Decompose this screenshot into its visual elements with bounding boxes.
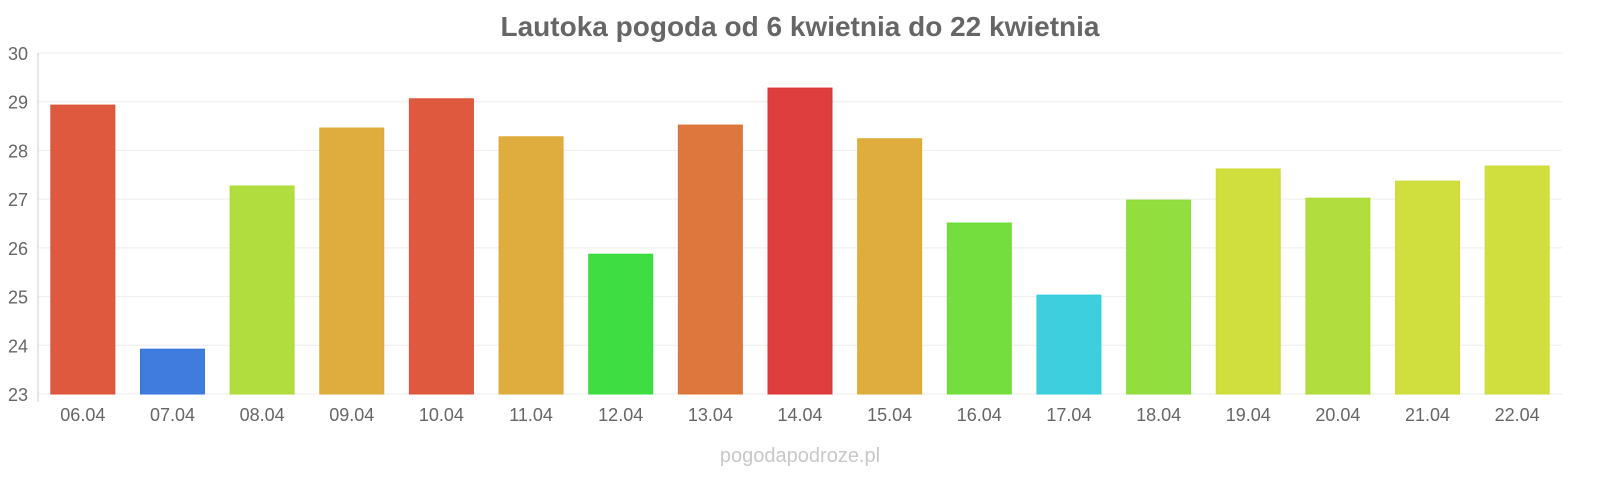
bar: 20.04: 27.02 [1305, 197, 1371, 395]
bar: 06.04: 28.93 [50, 104, 116, 395]
watermark: pogodapodroze.pl [720, 445, 880, 467]
x-tick-label: 18.04 [1136, 405, 1181, 425]
x-tick-label: 12.04 [598, 405, 643, 425]
x-tick-label: 10.04 [419, 405, 464, 425]
bar: 08.04: 27.27 [229, 185, 295, 395]
bar: 18.04: 26.98 [1126, 199, 1192, 395]
x-tick-label: 13.04 [688, 405, 733, 425]
bar: 12.04: 25.87 [588, 253, 654, 395]
y-tick-label: 30 [8, 44, 28, 64]
x-tick-label: 08.04 [240, 405, 285, 425]
x-tick-label: 20.04 [1315, 405, 1360, 425]
bar: 10.04: 29.06 [408, 98, 474, 395]
y-tick-label: 25 [8, 288, 28, 308]
bar: 13.04: 28.52 [677, 124, 743, 395]
bar: 22.04: 27.68 [1484, 165, 1550, 395]
x-tick-label: 22.04 [1495, 405, 1540, 425]
x-tick-label: 11.04 [509, 405, 553, 425]
y-axis: 23 24 25 26 27 28 29 30 [8, 44, 28, 405]
bar: 21.04: 27.37 [1395, 180, 1461, 395]
bar: 17.04: 25.03 [1036, 294, 1102, 395]
x-tick-label: 19.04 [1226, 405, 1271, 425]
bars: 06.04: 28.93 07.04: 23.92 08.04: 27.27 09.0… [50, 87, 1550, 395]
y-tick-label: 23 [8, 385, 28, 405]
y-tick-label: 28 [8, 141, 28, 161]
x-tick-label: 09.04 [329, 405, 374, 425]
x-tick-label: 15.04 [867, 405, 912, 425]
bar: 07.04: 23.92 [139, 348, 205, 395]
chart-title: Lautoka pogoda od 6 kwietnia do 22 kwiet… [501, 11, 1100, 42]
bar: 11.04: 28.28 [498, 136, 564, 395]
y-tick-label: 27 [8, 190, 28, 210]
x-tick-label: 16.04 [957, 405, 1002, 425]
y-tick-label: 29 [8, 93, 28, 113]
bar: 09.04: 28.46 [319, 127, 385, 395]
x-tick-label: 17.04 [1046, 405, 1091, 425]
y-tick-label: 24 [8, 336, 28, 356]
x-axis: 06.04 07.04 08.04 09.04 10.04 11.04 12.04 13.04… [60, 405, 1539, 425]
bar: 15.04: 28.24 [857, 138, 923, 395]
x-tick-label: 21.04 [1405, 405, 1450, 425]
bar: 19.04: 27.62 [1215, 168, 1281, 395]
x-tick-label: 06.04 [60, 405, 105, 425]
x-tick-label: 07.04 [150, 405, 195, 425]
x-tick-label: 14.04 [777, 405, 822, 425]
bar: 14.04: 29.28 [767, 87, 833, 395]
y-tick-label: 26 [8, 239, 28, 259]
bar: 16.04: 26.51 [946, 222, 1012, 395]
